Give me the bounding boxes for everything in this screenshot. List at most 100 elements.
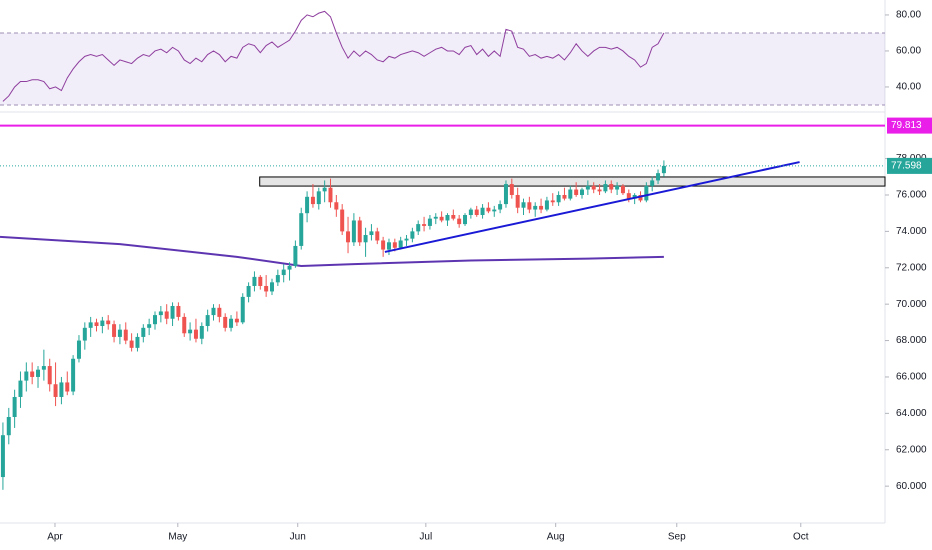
rsi-line	[2, 10, 665, 102]
candle-body	[445, 215, 450, 221]
candle-body	[188, 329, 193, 334]
candle-body	[153, 315, 158, 325]
candle-body	[550, 200, 555, 203]
level-label: 79.813	[891, 120, 922, 131]
last-price-box	[887, 157, 932, 174]
y-tick-label: 68.000	[896, 335, 927, 346]
y-tick-label: 66.000	[896, 372, 927, 383]
candle-body	[527, 202, 532, 210]
candle-body	[351, 220, 356, 243]
candle-body	[129, 340, 134, 348]
candle-body	[503, 184, 508, 205]
candle-body	[223, 316, 228, 328]
candle-body	[24, 371, 29, 381]
candle-body	[410, 231, 415, 239]
candle-body	[422, 224, 427, 226]
candle-body	[363, 235, 368, 243]
candle-body	[170, 305, 175, 319]
candle-body	[457, 218, 462, 225]
candle-body	[533, 205, 538, 210]
candle-body	[106, 320, 111, 325]
candle-body	[281, 269, 286, 276]
candle-body	[158, 311, 163, 316]
candle-body	[580, 189, 585, 195]
candle-body	[47, 366, 52, 385]
candle-body	[486, 207, 491, 212]
candle-body	[82, 327, 87, 341]
candle-body	[205, 315, 210, 327]
candle-body	[182, 316, 187, 334]
candle-body	[211, 307, 216, 316]
y-tick-label: 80.00	[896, 10, 921, 21]
last-price-label: 77.598	[891, 161, 922, 172]
candle-body	[193, 329, 198, 339]
candle-body	[322, 187, 327, 192]
candle-body	[123, 329, 128, 341]
candle-body	[252, 276, 257, 286]
candle-body	[229, 318, 234, 328]
candle-body	[661, 165, 666, 174]
x-tick-label: Jun	[290, 532, 306, 543]
candle-body	[509, 184, 514, 195]
y-tick-label: 74.000	[896, 226, 927, 237]
candle-body	[381, 240, 386, 250]
y-tick-label: 62.000	[896, 444, 927, 455]
candle-body	[474, 209, 479, 216]
trendline	[384, 161, 800, 253]
candle-body	[626, 193, 631, 199]
candle-body	[240, 296, 245, 323]
y-tick-label: 40.00	[896, 82, 921, 93]
candle-body	[369, 231, 374, 236]
candle-body	[293, 245, 298, 266]
candle-body	[416, 224, 421, 232]
candle-body	[539, 205, 544, 210]
candle-body	[346, 231, 351, 243]
candle-body	[30, 371, 35, 377]
candle-body	[498, 204, 503, 210]
candle-body	[597, 189, 602, 192]
candle-body	[656, 173, 661, 181]
candle-body	[609, 184, 614, 190]
candle-body	[59, 382, 64, 397]
candle-body	[287, 265, 292, 270]
candle-body	[6, 416, 11, 436]
candle-body	[299, 213, 304, 246]
candle-body	[603, 184, 608, 192]
candle-body	[386, 242, 391, 250]
candle-body	[375, 231, 380, 241]
candle-body	[328, 187, 333, 203]
candle-body	[112, 324, 117, 337]
candle-body	[176, 305, 181, 317]
y-tick-label: 60.00	[896, 46, 921, 57]
candle-body	[492, 209, 497, 212]
candle-body	[480, 207, 485, 216]
candle-body	[12, 396, 17, 417]
candle-body	[76, 340, 81, 359]
candle-body	[199, 326, 204, 339]
resistance-zone	[259, 176, 886, 187]
x-tick-label: Aug	[547, 532, 565, 543]
candle-body	[398, 240, 403, 248]
candle-body	[427, 218, 432, 226]
candle-body	[340, 209, 345, 232]
candle-body	[18, 380, 23, 397]
candle-body	[357, 220, 362, 243]
candle-body	[334, 202, 339, 210]
candle-body	[141, 327, 146, 337]
candle-body	[515, 194, 520, 208]
candle-body	[234, 318, 239, 323]
candle-body	[147, 324, 152, 328]
candle-body	[392, 242, 397, 248]
candle-body	[439, 216, 444, 221]
candle-body	[100, 320, 105, 327]
candle-body	[258, 276, 263, 286]
y-tick-label: 70.000	[896, 299, 927, 310]
candle-body	[620, 185, 625, 194]
candle-body	[117, 329, 122, 337]
candle-body	[574, 189, 579, 195]
y-tick-label: 60.000	[896, 481, 927, 492]
candle-body	[94, 322, 99, 327]
candle-body	[217, 307, 222, 317]
x-tick-label: Oct	[793, 532, 809, 543]
